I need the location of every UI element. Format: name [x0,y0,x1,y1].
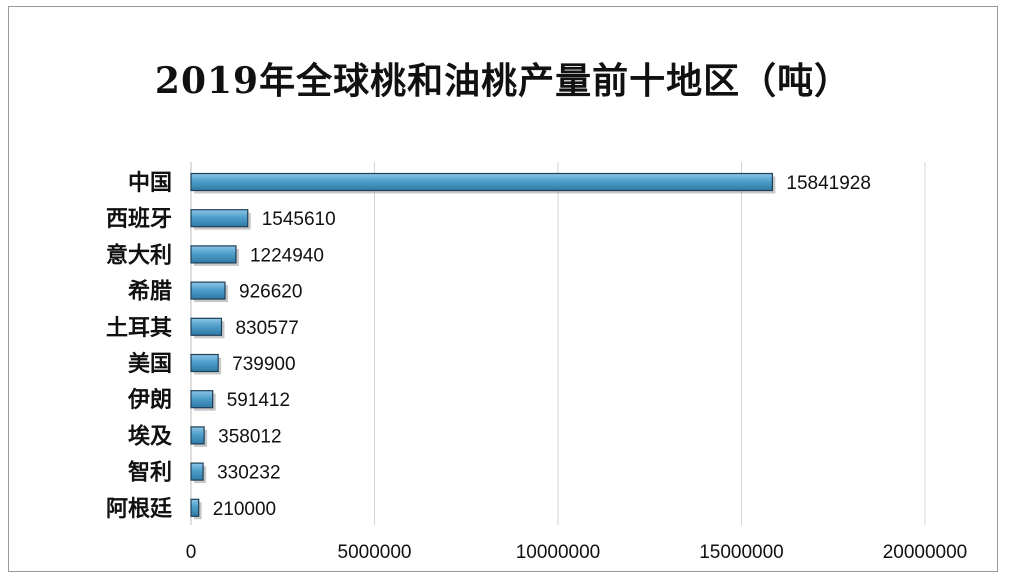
value-label-2: 1224940 [250,245,324,266]
bar-4 [190,317,223,336]
value-label-5: 739900 [232,354,295,375]
bars [190,172,776,520]
bar-8 [190,462,204,481]
x-tick-label-4: 20000000 [883,542,968,563]
chart-frame [8,6,998,572]
bar-7 [190,426,205,445]
x-tick-label-0: 0 [186,542,197,563]
bar-3 [190,281,226,300]
category-label-1: 西班牙 [106,207,172,232]
value-label-9: 210000 [213,499,276,520]
value-label-1: 1545610 [262,209,336,230]
value-label-4: 830577 [235,318,298,339]
x-tick-label-1: 5000000 [338,542,412,563]
category-label-5: 美国 [128,351,172,377]
category-label-9: 阿根廷 [106,497,173,522]
value-label-7: 358012 [218,426,281,447]
value-label-3: 926620 [239,282,302,303]
bar-5 [190,353,219,373]
bar-6 [190,390,214,409]
chart-title: 2019年全球桃和油桃产量前十地区（吨） [154,60,852,102]
category-label-4: 土耳其 [106,316,172,341]
category-label-0: 中国 [128,171,172,196]
category-label-6: 伊朗 [127,387,172,413]
bar-9 [190,498,200,517]
category-label-2: 意大利 [106,242,172,268]
category-label-8: 智利 [128,460,172,486]
value-label-0: 15841928 [786,173,871,194]
labels: 0 5000000 10000000 15000000 20000000 中国 158419… [106,171,967,563]
bar-2 [190,245,237,264]
x-tick-label-2: 10000000 [516,542,601,563]
category-label-7: 埃及 [128,423,173,449]
bar-0 [190,172,773,192]
value-label-8: 330232 [217,463,280,484]
category-label-3: 希腊 [128,279,172,305]
x-tick-label-3: 15000000 [699,542,784,563]
value-label-6: 591412 [227,390,290,411]
bar-1 [190,209,249,228]
